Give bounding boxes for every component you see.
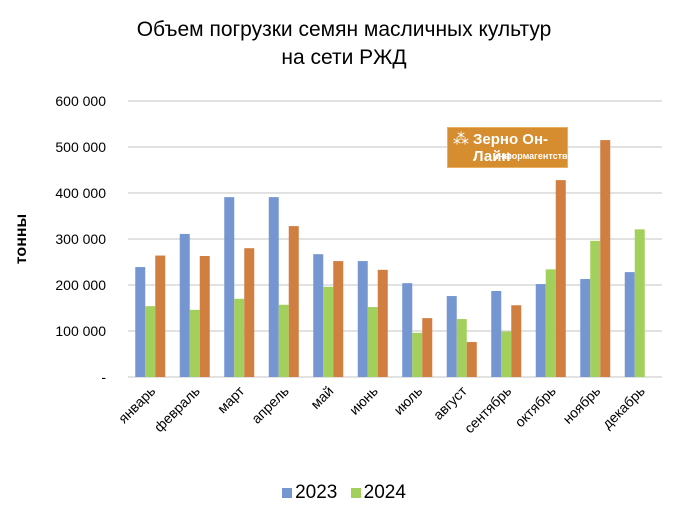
title-line-1: Объем погрузки семян масличных культур <box>136 18 552 41</box>
y-tick-label: 100 000 <box>55 323 106 339</box>
logo: ⁂ Зерно Он-Лайн информагентство <box>447 127 573 168</box>
x-tick-label: июль <box>390 383 425 418</box>
title-line-2: на сети РЖД <box>281 46 407 69</box>
bar-2023-сентябрь <box>491 290 502 377</box>
bar-2023-декабрь <box>624 272 635 377</box>
legend-label: 2024 <box>363 482 406 503</box>
y-tick-label: 400 000 <box>55 185 106 201</box>
bar-2024-ноябрь <box>590 240 601 377</box>
y-tick-label: 600 000 <box>55 93 106 109</box>
bar-2024-апрель <box>278 304 289 377</box>
x-tick-label: январь <box>115 383 158 426</box>
bar-2024-октябрь <box>545 269 556 377</box>
logo-title: Зерно Он-Лайн <box>473 131 549 165</box>
x-tick-label: ноябрь <box>559 383 603 427</box>
legend-swatch <box>350 488 361 498</box>
bar-2023-январь <box>135 267 146 377</box>
legend-label: 2023 <box>295 482 338 503</box>
bar-series3-август <box>466 342 477 377</box>
x-tick-label: июнь <box>346 383 381 418</box>
legend-item-2023: 2023 <box>282 482 337 504</box>
bar-2023-март <box>224 197 235 377</box>
bar-2024-август <box>456 319 467 377</box>
wheat-icon: ⁂ <box>453 131 469 148</box>
x-tick-label: август <box>430 382 470 422</box>
legend-swatch <box>282 488 293 498</box>
bar-2024-декабрь <box>634 229 645 377</box>
y-tick-label: 500 000 <box>55 139 106 155</box>
logo-subtitle: информагентство <box>493 151 573 161</box>
bar-2024-июль <box>412 332 423 377</box>
bar-2023-апрель <box>268 197 279 377</box>
legend-item-2024: 2024 <box>350 482 406 504</box>
bar-2023-ноябрь <box>580 279 591 377</box>
bar-2023-май <box>313 254 324 377</box>
bar-2023-август <box>446 296 457 377</box>
bar-2024-февраль <box>189 309 200 377</box>
x-tick-label: декабрь <box>599 383 648 432</box>
x-tick-label: май <box>307 383 336 412</box>
bar-series3-ноябрь <box>600 140 611 377</box>
bar-2023-июль <box>402 283 413 377</box>
bar-series3-май <box>333 261 344 377</box>
bar-series3-июнь <box>377 269 388 377</box>
bar-series3-февраль <box>199 256 210 377</box>
bar-series3-октябрь <box>555 180 566 377</box>
y-tick-label: - <box>101 369 106 385</box>
x-tick-label: сентябрь <box>461 383 514 436</box>
x-tick-label: март <box>214 382 248 416</box>
x-tick-label: апрель <box>248 383 292 427</box>
bar-series3-июль <box>422 318 433 377</box>
legend: 2023 2024 <box>0 482 688 504</box>
bar-2023-февраль <box>179 233 190 377</box>
bar-2024-май <box>323 286 334 377</box>
bar-2024-июнь <box>367 307 378 377</box>
bar-2024-сентябрь <box>501 331 512 377</box>
bar-series3-сентябрь <box>511 305 522 377</box>
bar-2024-март <box>234 298 245 377</box>
chart-title: Объем погрузки семян масличных культур н… <box>0 16 688 72</box>
bar-2024-январь <box>145 306 156 377</box>
y-tick-label: 300 000 <box>55 231 106 247</box>
y-tick-label: 200 000 <box>55 277 106 293</box>
x-tick-label: октябрь <box>511 383 558 430</box>
x-tick-label: февраль <box>151 383 203 435</box>
bar-2023-октябрь <box>535 284 546 377</box>
bar-series3-март <box>244 248 255 377</box>
bar-2023-июнь <box>357 261 368 377</box>
bar-series3-апрель <box>288 226 299 377</box>
bar-series3-январь <box>155 255 166 377</box>
